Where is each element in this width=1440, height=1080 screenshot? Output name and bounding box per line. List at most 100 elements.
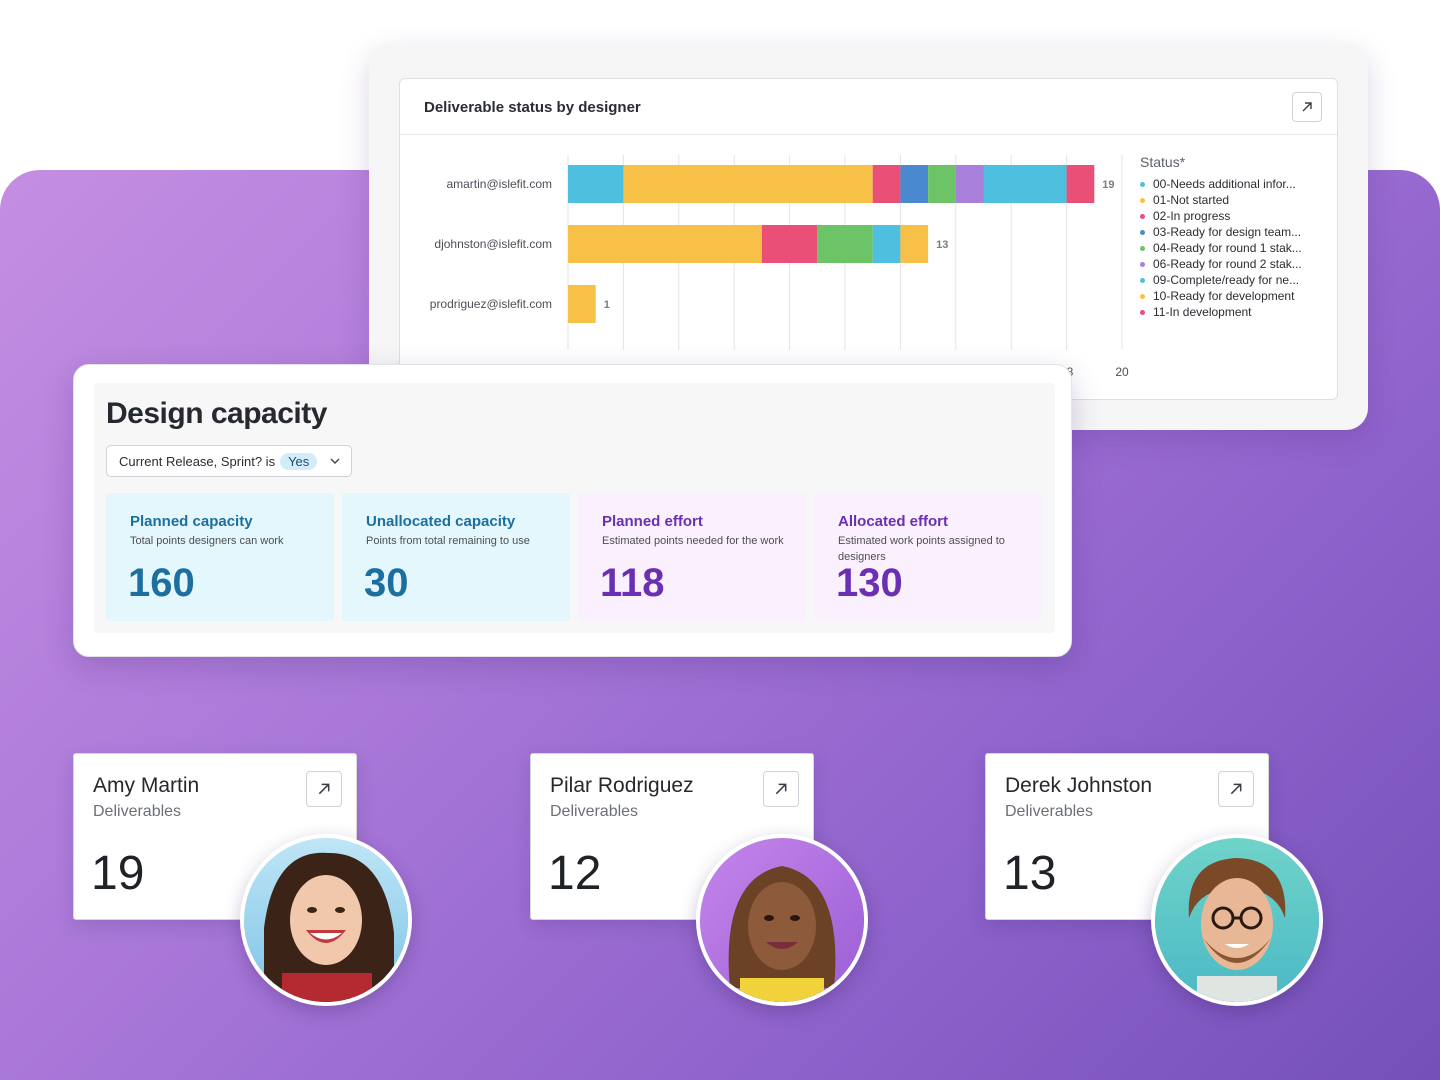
- metric-planned-effort[interactable]: Planned effort Estimated points needed f…: [578, 493, 806, 621]
- arrow-up-right-icon: [775, 783, 787, 795]
- deliverables-count: 13: [1003, 847, 1057, 900]
- legend-label: 01-Not started: [1153, 193, 1230, 207]
- legend-label: 00-Needs additional infor...: [1153, 177, 1296, 191]
- bar-segment: [928, 165, 956, 203]
- legend-dot-icon: [1140, 261, 1145, 267]
- expand-button[interactable]: [306, 771, 342, 807]
- category-label: djohnston@islefit.com: [434, 237, 552, 251]
- legend-item: 00-Needs additional infor...: [1140, 176, 1325, 192]
- person-name: Pilar Rodriguez: [550, 774, 694, 797]
- legend-dot-icon: [1140, 213, 1145, 219]
- legend-label: 02-In progress: [1153, 209, 1231, 223]
- bar-segment: [872, 225, 901, 263]
- legend-title: Status*: [1140, 154, 1186, 170]
- category-label: prodriguez@islefit.com: [430, 297, 552, 311]
- avatar: [240, 834, 412, 1006]
- bar-segment: [568, 285, 596, 323]
- design-capacity-widget: Design capacity Current Release, Sprint?…: [73, 364, 1072, 657]
- total-label: 13: [936, 239, 948, 251]
- bar-segment: [983, 165, 1067, 203]
- bar-segment: [1066, 165, 1095, 203]
- legend-label: 11-In development: [1153, 305, 1252, 319]
- legend-dot-icon: [1140, 293, 1145, 299]
- release-filter-dropdown[interactable]: Current Release, Sprint? is Yes: [106, 445, 352, 477]
- person-name: Amy Martin: [93, 774, 200, 797]
- metric-value: 160: [128, 561, 195, 605]
- x-tick-label: 20: [1115, 365, 1129, 379]
- legend-item: 04-Ready for round 1 stak...: [1140, 240, 1325, 256]
- chart-header: Deliverable status by designer: [400, 79, 1337, 135]
- deliverables-count: 19: [91, 847, 145, 900]
- design-capacity-panel: Design capacity Current Release, Sprint?…: [94, 383, 1055, 633]
- metric-title: Planned capacity: [130, 513, 253, 530]
- metric-title: Allocated effort: [838, 513, 949, 530]
- arrow-up-right-icon: [1230, 783, 1242, 795]
- metric-title: Unallocated capacity: [366, 513, 516, 530]
- bar-segment: [872, 165, 901, 203]
- legend-label: 09-Complete/ready for ne...: [1153, 273, 1300, 287]
- metric-description: Estimated work points assigned to design…: [838, 535, 1005, 563]
- arrow-up-right-icon: [1302, 102, 1312, 112]
- bar-segment: [955, 165, 984, 203]
- total-label: 19: [1102, 179, 1114, 191]
- bar-segment: [568, 225, 762, 263]
- metric-title: Planned effort: [602, 513, 703, 530]
- expand-button[interactable]: [763, 771, 799, 807]
- metric-description: Points from total remaining to use: [366, 535, 530, 547]
- filter-label: Current Release, Sprint? is: [119, 453, 276, 469]
- metric-planned-capacity[interactable]: Planned capacity Total points designers …: [106, 493, 334, 621]
- page-title: Design capacity: [106, 397, 327, 430]
- legend-label: 06-Ready for round 2 stak...: [1153, 257, 1302, 271]
- filter-value-badge: Yes: [280, 452, 318, 470]
- legend-dot-icon: [1140, 277, 1145, 283]
- chart-card: Deliverable status by designer amartin@i…: [399, 78, 1338, 400]
- metric-description: Estimated points needed for the work: [602, 535, 784, 547]
- legend-label: 10-Ready for development: [1153, 289, 1295, 303]
- person-subtitle: Deliverables: [1005, 803, 1094, 820]
- bar-segment: [900, 165, 929, 203]
- legend-dot-icon: [1140, 229, 1145, 235]
- metric-value: 30: [364, 561, 409, 605]
- chart-widget: Deliverable status by designer amartin@i…: [369, 44, 1368, 430]
- bar-segment: [761, 225, 818, 263]
- legend-dot-icon: [1140, 197, 1145, 203]
- bar-chart: amartin@islefit.com 19 djohnston@islefit.c…: [430, 155, 1129, 379]
- legend-dot-icon: [1140, 309, 1145, 315]
- metric-value: 130: [836, 561, 903, 605]
- legend-label: 03-Ready for design team...: [1153, 225, 1302, 239]
- bar-segment: [568, 165, 624, 203]
- avatar-amy-martin-icon: [244, 838, 408, 1002]
- metric-allocated-effort[interactable]: Allocated effort Estimated work points a…: [814, 493, 1042, 621]
- chevron-down-icon: [330, 458, 340, 464]
- legend-item: 09-Complete/ready for ne...: [1140, 272, 1325, 288]
- legend-label: 04-Ready for round 1 stak...: [1153, 241, 1302, 255]
- legend-dot-icon: [1140, 181, 1145, 187]
- arrow-up-right-icon: [318, 783, 330, 795]
- avatar: [696, 834, 868, 1006]
- chart-expand-button[interactable]: [1292, 92, 1322, 122]
- category-label: amartin@islefit.com: [446, 177, 552, 191]
- legend-item: 06-Ready for round 2 stak...: [1140, 256, 1325, 272]
- bar-segment: [900, 225, 929, 263]
- chart-title: Deliverable status by designer: [424, 99, 641, 116]
- metric-description: Total points designers can work: [130, 535, 284, 547]
- legend-item: 11-In development: [1140, 304, 1325, 320]
- total-label: 1: [604, 299, 610, 311]
- legend-dot-icon: [1140, 245, 1145, 251]
- metric-value: 118: [600, 561, 665, 605]
- metric-unallocated-capacity[interactable]: Unallocated capacity Points from total r…: [342, 493, 570, 621]
- person-subtitle: Deliverables: [550, 803, 639, 820]
- person-name: Derek Johnston: [1005, 774, 1153, 797]
- legend-item: 01-Not started: [1140, 192, 1325, 208]
- avatar-pilar-rodriguez-icon: [700, 838, 864, 1002]
- deliverables-count: 12: [548, 847, 602, 900]
- avatar-derek-johnston-icon: [1155, 838, 1319, 1002]
- chart-legend: Status* 00-Needs additional infor... 01-N…: [1140, 154, 1325, 320]
- legend-item: 03-Ready for design team...: [1140, 224, 1325, 240]
- bar-segment: [623, 165, 873, 203]
- avatar: [1151, 834, 1323, 1006]
- legend-item: 10-Ready for development: [1140, 288, 1325, 304]
- person-subtitle: Deliverables: [93, 803, 182, 820]
- expand-button[interactable]: [1218, 771, 1254, 807]
- bar-segment: [817, 225, 873, 263]
